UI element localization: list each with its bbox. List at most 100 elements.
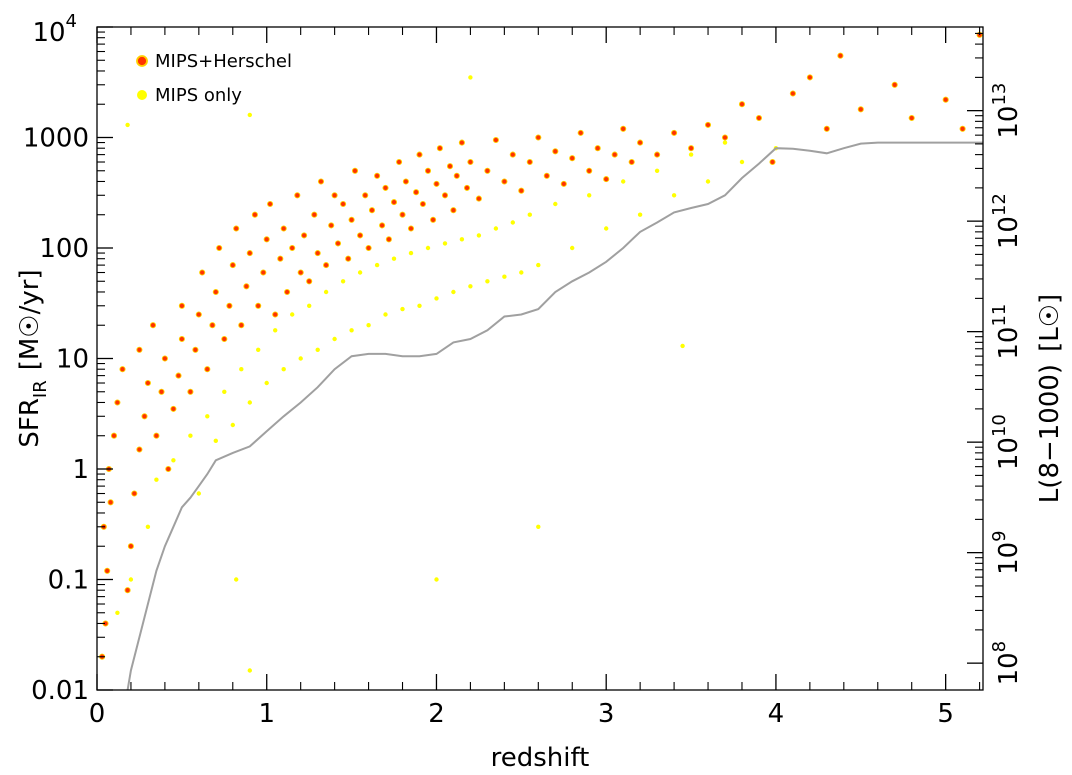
point-mips-herschel [238, 322, 245, 329]
point-mips-only [196, 491, 201, 496]
y-right-tick-label: 1013 [989, 83, 1024, 139]
point-mips-only [247, 668, 252, 673]
point-mips-herschel [430, 216, 437, 223]
point-mips-herschel [192, 346, 199, 353]
point-mips-only [493, 226, 499, 231]
point-mips-herschel [769, 158, 776, 166]
point-mips-only [671, 193, 677, 198]
point-mips-only [425, 245, 431, 251]
point-mips-only [451, 289, 456, 295]
point-mips-only [281, 367, 286, 372]
point-mips-only [298, 356, 303, 361]
point-mips-herschel [688, 145, 695, 152]
point-mips-only [357, 270, 363, 275]
point-mips-herschel [267, 200, 274, 208]
point-mips-herschel [199, 269, 206, 276]
point-mips-herschel [942, 96, 949, 103]
point-mips-herschel [407, 225, 415, 232]
legend-label: MIPS only [155, 85, 242, 106]
x-tick-label: 0 [89, 699, 106, 729]
point-mips-herschel [365, 244, 372, 252]
point-mips-only [434, 577, 439, 582]
point-mips-herschel [569, 155, 576, 162]
point-mips-herschel [323, 262, 330, 269]
x-axis-title: redshift [491, 743, 590, 773]
point-mips-only [502, 274, 507, 279]
point-mips-herschel [178, 335, 185, 343]
point-mips-only [247, 112, 252, 118]
point-mips-only [688, 152, 694, 157]
point-mips-herschel [284, 288, 291, 296]
point-mips-herschel [419, 200, 426, 208]
point-mips-herschel [891, 81, 898, 88]
point-mips-only [307, 303, 312, 308]
point-mips-herschel [424, 167, 432, 174]
point-mips-herschel [484, 167, 491, 174]
point-mips-only [705, 179, 711, 184]
point-mips-herschel [518, 187, 525, 194]
point-mips-herschel [124, 587, 131, 594]
point-mips-only [510, 220, 515, 225]
point-mips-only [637, 212, 643, 217]
point-mips-herschel [136, 446, 143, 453]
point-mips-herschel [390, 199, 398, 206]
point-mips-herschel [908, 114, 915, 122]
point-mips-only [722, 140, 728, 145]
y-tick-label: 1000 [23, 124, 89, 154]
point-mips-only [391, 256, 397, 261]
point-mips-herschel [535, 134, 542, 141]
x-tick-label: 3 [598, 699, 615, 729]
point-mips-herschel [628, 158, 635, 166]
point-mips-herschel [136, 346, 143, 353]
point-mips-herschel [204, 366, 211, 373]
x-tick-label: 2 [428, 699, 445, 729]
point-mips-herschel [351, 167, 359, 174]
point-mips-herschel [340, 200, 347, 208]
point-mips-herschel [119, 366, 126, 373]
point-mips-herschel [436, 145, 443, 152]
point-mips-herschel [399, 211, 406, 218]
point-mips-only [553, 201, 558, 207]
point-mips-herschel [348, 216, 355, 223]
point-mips-herschel [823, 125, 830, 132]
point-mips-only [468, 75, 473, 80]
point-mips-only [323, 289, 329, 295]
point-mips-herschel [385, 236, 392, 243]
point-mips-only [154, 477, 159, 482]
point-mips-only [739, 159, 745, 165]
point-mips-herschel [260, 269, 267, 276]
point-mips-herschel [603, 176, 610, 183]
detection-limit-curve [126, 141, 983, 690]
y-right-tick-label: 1010 [989, 414, 1024, 470]
point-mips-herschel [165, 465, 172, 473]
point-mips-herschel [552, 148, 559, 155]
point-mips-only [468, 284, 473, 289]
x-tick-label: 5 [937, 699, 954, 729]
axes [96, 26, 984, 691]
point-mips-herschel [416, 151, 423, 158]
point-mips-only [536, 524, 541, 529]
y-tick-label: 100 [39, 234, 89, 264]
point-mips-herschel [374, 172, 381, 179]
point-mips-herschel [229, 262, 236, 269]
point-mips-only [234, 577, 239, 582]
point-mips-herschel [637, 139, 644, 146]
point-mips-herschel [175, 372, 182, 379]
point-mips-only [222, 389, 227, 394]
x-tick-label: 1 [258, 699, 275, 729]
point-mips-only [315, 347, 320, 352]
point-mips-only [587, 193, 592, 198]
detection-limit [126, 141, 983, 690]
point-mips-herschel [178, 302, 185, 309]
point-mips-herschel [501, 178, 508, 185]
point-mips-herschel [467, 158, 474, 166]
legend: MIPS+Herschel MIPS only [136, 51, 292, 106]
point-mips-herschel [277, 255, 284, 262]
point-mips-herschel [195, 311, 202, 318]
y-tick-label: 104 [32, 11, 77, 48]
point-mips-herschel [226, 302, 233, 309]
axis-labels: 0 1 2 3 4 5 0.01 0.1 1 10 100 1000 104 108 109 1010 1011… [15, 11, 1065, 773]
point-mips-herschel [110, 432, 118, 439]
x-tick-label: 4 [768, 699, 785, 729]
point-mips-only [213, 438, 218, 443]
